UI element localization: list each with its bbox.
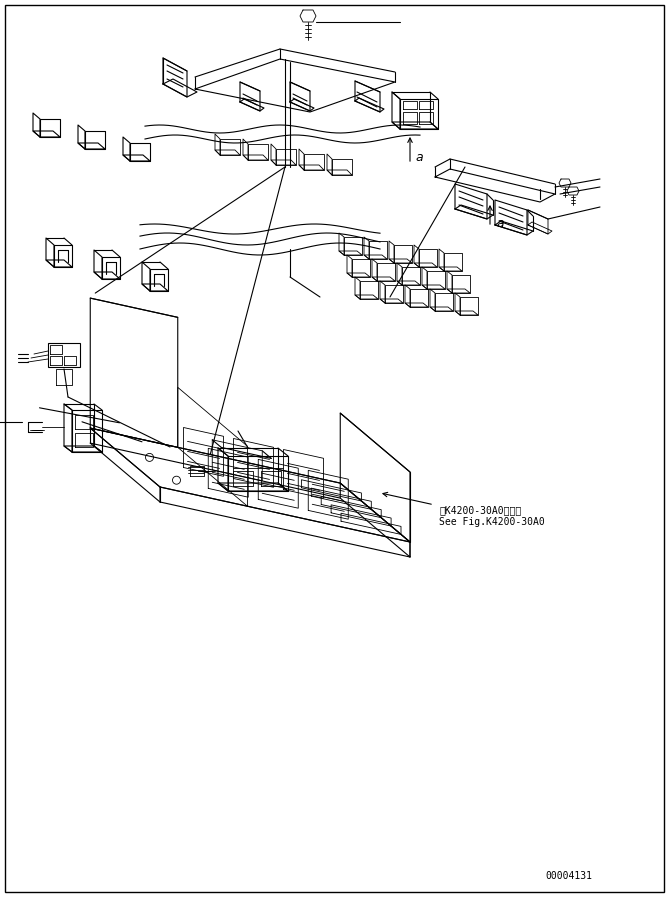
Bar [48, 343, 80, 367]
Text: 第K4200-30A0図参照: 第K4200-30A0図参照 [439, 505, 521, 515]
Text: a: a [496, 217, 504, 230]
Text: See Fig.K4200-30A0: See Fig.K4200-30A0 [439, 517, 545, 527]
Text: a: a [415, 151, 423, 164]
Text: 00004131: 00004131 [545, 871, 592, 881]
